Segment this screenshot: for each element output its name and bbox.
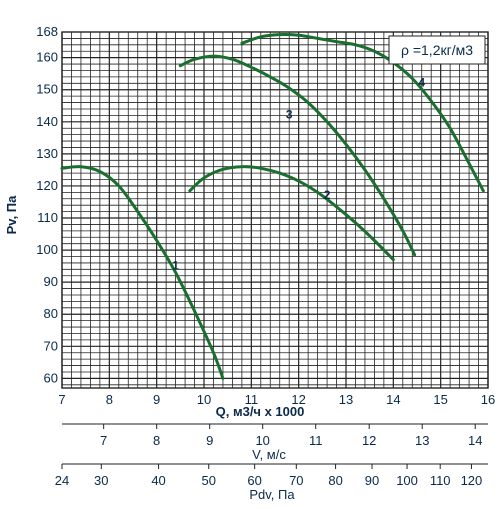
velocity-axis-tick-label: 8	[153, 433, 160, 448]
x-tick-label: 12	[291, 392, 305, 407]
x-axis-title: Q, м3/ч x 1000	[216, 404, 305, 419]
velocity-axis-tick-label: 10	[255, 433, 269, 448]
dynamic-pressure-axis-tick-label: 24	[55, 473, 69, 488]
y-tick-label: 100	[36, 242, 58, 257]
x-tick-label: 7	[58, 392, 65, 407]
dynamic-pressure-axis-tick-label: 100	[396, 473, 418, 488]
x-tick-label: 9	[153, 392, 160, 407]
dynamic-pressure-axis-tick-label: 110	[430, 473, 451, 488]
dynamic-pressure-axis-tick-label: 80	[328, 473, 342, 488]
y-tick-label: 120	[36, 178, 58, 193]
y-tick-label: 160	[36, 50, 58, 65]
x-tick-label: 11	[245, 392, 259, 407]
y-tick-label: 70	[44, 338, 58, 353]
y-tick-label: 110	[37, 210, 58, 225]
x-tick-label: 15	[433, 392, 447, 407]
dynamic-pressure-axis-tick-label: 40	[151, 473, 165, 488]
density-annotation: ρ =1,2кг/м3	[401, 42, 473, 58]
velocity-axis-tick-label: 9	[206, 433, 213, 448]
density-annotation-box	[388, 35, 486, 65]
dynamic-pressure-axis: 24 30 40 50 60 70 80 90 100 110 120	[55, 463, 488, 488]
dynamic-pressure-axis-tick-label: 70	[289, 473, 303, 488]
curve-label-2: 2	[324, 188, 331, 202]
curve-3	[178, 54, 417, 257]
y-tick-label: 80	[44, 306, 58, 321]
plot-frame	[61, 31, 489, 389]
dynamic-pressure-axis-tick-label: 90	[365, 473, 379, 488]
curve-label-4: 4	[418, 76, 425, 90]
x-tick-label: 13	[339, 392, 353, 407]
x-tick-label: 8	[106, 392, 113, 407]
curve-2	[188, 165, 395, 262]
velocity-axis-tick-label: 14	[468, 433, 482, 448]
curve-1	[60, 165, 225, 380]
velocity-axis-tick-label: 11	[309, 433, 323, 448]
dynamic-pressure-axis-tick-label: 30	[94, 473, 108, 488]
velocity-axis-tick-label: 7	[100, 433, 107, 448]
y-tick-label: 60	[44, 370, 58, 385]
y-tick-label: 140	[36, 114, 58, 129]
y-tick-label: 168	[36, 24, 58, 39]
velocity-axis-tick-label: 12	[362, 433, 376, 448]
dynamic-pressure-axis-tick-label: 120	[461, 473, 483, 488]
x-tick-label: 10	[197, 392, 211, 407]
y-axis-title: Pv, Па	[4, 195, 19, 235]
dynamic-pressure-axis-tick-label: 60	[247, 473, 261, 488]
dynamic-pressure-axis-title: Pdv, Па	[249, 487, 295, 502]
grid	[61, 31, 489, 389]
curves: 1 2 3 4	[60, 32, 485, 380]
y-tick-label: 130	[36, 146, 58, 161]
y-tick-label: 90	[44, 274, 58, 289]
dynamic-pressure-axis-tick-label: 50	[201, 473, 215, 488]
curve-label-3: 3	[286, 108, 293, 122]
curve-label-1: 1	[172, 258, 179, 272]
y-tick-labels: 60 70 80 90 100 110 120 130 140 150 160 168	[36, 24, 58, 385]
velocity-axis: 7 8 9 10 11 12 13 14	[62, 423, 488, 448]
velocity-axis-title: V, м/с	[252, 447, 286, 462]
x-tick-labels: 7 8 9 10 11 12 13 14 15 16	[58, 392, 495, 407]
x-tick-label: 14	[386, 392, 400, 407]
x-tick-label: 16	[481, 392, 495, 407]
curve-4	[240, 32, 485, 193]
velocity-axis-tick-label: 13	[415, 433, 429, 448]
y-tick-label: 150	[36, 82, 58, 97]
